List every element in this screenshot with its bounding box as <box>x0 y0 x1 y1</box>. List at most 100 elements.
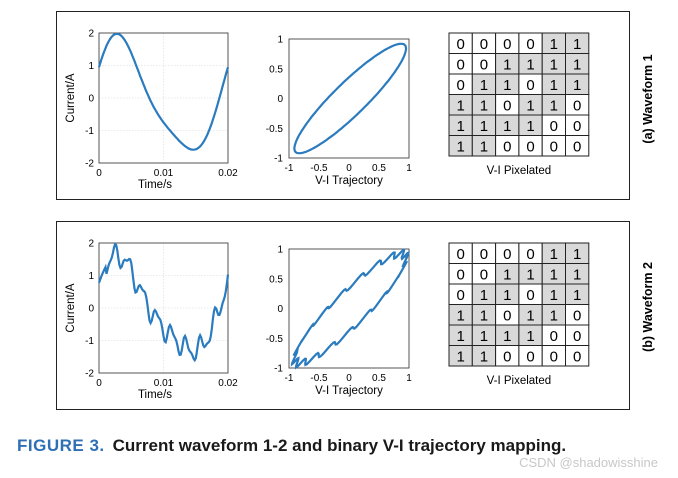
waveform-1-trajectory-ytick: 0 <box>277 94 283 105</box>
waveform-1-trajectory-xlabel: V-I Trajectory <box>315 175 383 187</box>
waveform-2-pixel-value: 0 <box>573 328 581 345</box>
waveform-2-side-label: (b) Waveform 2 <box>641 262 655 352</box>
waveform-2-trajectory-ytick: 0 <box>277 304 283 315</box>
waveform-2-pixel-value: 1 <box>480 328 488 345</box>
waveform-2-waveform-ytick: 2 <box>88 239 94 250</box>
waveform-1-pixel-value: 1 <box>503 56 511 73</box>
waveform-1-pixel-value: 1 <box>503 77 511 94</box>
waveform-2-pixel-value: 0 <box>550 348 558 365</box>
waveform-1-trajectory-ytick: 0.5 <box>269 64 283 75</box>
waveform-2-pixel-value: 1 <box>573 266 581 283</box>
waveform-2-pixel-value: 0 <box>503 348 511 365</box>
waveform-1-pixel-value: 0 <box>503 138 511 155</box>
waveform-1-waveform-xtick: 0.01 <box>154 168 174 179</box>
waveform-1-pixel-value: 0 <box>526 138 534 155</box>
waveform-1-waveform-ytick: 0 <box>88 94 94 105</box>
waveform-2-waveform-ytick: 1 <box>88 271 94 282</box>
waveform-1-waveform-ytick: 1 <box>88 61 94 72</box>
waveform-1-vi-trajectory-curve <box>293 42 408 155</box>
waveform-2-trajectory-ytick: -0.5 <box>266 334 284 345</box>
waveform-1-pixel-value: 0 <box>573 118 581 135</box>
waveform-1-pixel-value: 1 <box>550 36 558 53</box>
waveform-2-pixel-value: 1 <box>480 287 488 304</box>
figure-label: FIGURE 3. <box>17 436 105 455</box>
waveform-2-pixel-value: 0 <box>550 328 558 345</box>
waveform-2-trajectory-ytick: 1 <box>277 245 283 256</box>
waveform-1-pixel-value: 0 <box>573 97 581 114</box>
waveform-1-trajectory-xtick: 0 <box>346 163 352 174</box>
waveform-1-pixel-value: 1 <box>456 138 464 155</box>
waveform-2-pixel-value: 1 <box>550 287 558 304</box>
waveform-2-pixel-value: 1 <box>456 307 464 324</box>
waveform-2-pixel-value: 1 <box>503 328 511 345</box>
waveform-1-pixel-value: 1 <box>503 118 511 135</box>
waveform-2-pixel-value: 0 <box>456 246 464 263</box>
waveform-1-panel: 2 1 0 -1 -2 0 0.01 0.02 Time/s Current/A 1 0.5 0 -0.5… <box>56 11 630 200</box>
waveform-1-waveform-xtick: 0 <box>96 168 102 179</box>
waveform-2-pixel-value: 1 <box>550 246 558 263</box>
waveform-2-waveform-ylabel: Current/A <box>65 283 77 333</box>
waveform-2-pixel-cell <box>565 345 590 367</box>
waveform-1-pixel-value: 0 <box>480 56 488 73</box>
waveform-1-trajectory-xtick: 1 <box>406 163 412 174</box>
waveform-2-pixel-value: 0 <box>526 246 534 263</box>
waveform-1-pixel-value: 1 <box>526 118 534 135</box>
waveform-1-pixel-cell <box>565 135 590 157</box>
waveform-1-pixel-value: 1 <box>526 56 534 73</box>
waveform-1-pixel-value: 0 <box>480 36 488 53</box>
waveform-1-pixel-value: 0 <box>456 56 464 73</box>
waveform-2-pixel-value: 1 <box>550 307 558 324</box>
waveform-1-current-curve <box>97 32 230 151</box>
waveform-1-trajectory-ytick: -0.5 <box>266 124 284 135</box>
waveform-2-trajectory-axes <box>288 248 410 369</box>
waveform-2-pixel-value: 0 <box>573 348 581 365</box>
waveform-2-pixel-value: 0 <box>480 266 488 283</box>
waveform-2-pixel-value: 1 <box>550 266 558 283</box>
waveform-2-waveform-ytick: -1 <box>85 336 94 347</box>
waveform-1-pixel-value: 1 <box>573 56 581 73</box>
waveform-2-pixel-value: 1 <box>456 328 464 345</box>
waveform-2-pixel-value: 1 <box>503 266 511 283</box>
waveform-1-waveform-xtick: 0.02 <box>218 168 238 179</box>
waveform-2-pixel-value: 0 <box>526 287 534 304</box>
waveform-2-pixelated-xlabel: V-I Pixelated <box>487 375 552 387</box>
waveform-2-pixel-value: 1 <box>503 287 511 304</box>
waveform-1-waveform-ylabel: Current/A <box>65 73 77 123</box>
waveform-2-pixel-value: 1 <box>526 307 534 324</box>
waveform-2-trajectory-xtick: 1 <box>406 373 412 384</box>
waveform-1-trajectory-ytick: 1 <box>277 35 283 46</box>
waveform-1-pixel-value: 0 <box>526 36 534 53</box>
waveform-1-pixel-value: 1 <box>550 77 558 94</box>
waveform-1-pixelated-xlabel: V-I Pixelated <box>487 165 552 177</box>
waveform-2-pixel-value: 0 <box>503 307 511 324</box>
waveform-2-trajectory-ytick: -1 <box>274 364 283 375</box>
watermark: CSDN @shadowisshine <box>519 455 658 470</box>
waveform-1-pixel-value: 0 <box>550 118 558 135</box>
waveform-2-pixel-value: 0 <box>573 307 581 324</box>
waveform-1-figure: 210-1-20 0.01 0.02Time/sCurrent/A10.50-0.5… <box>65 29 590 191</box>
waveform-1-pixel-value: 1 <box>456 97 464 114</box>
waveform-2-waveform-ytick: 0 <box>88 304 94 315</box>
waveform-2-pixel-value: 1 <box>573 287 581 304</box>
waveform-1-pixel-value: 1 <box>480 118 488 135</box>
waveform-2-panel: 2 1 0 -1 -2 0 0.01 0.02 Time/s Current/A 1 0.5 0 -0.5… <box>56 221 630 410</box>
waveform-2-pixel-value: 0 <box>456 266 464 283</box>
waveform-1-pixel-value: 0 <box>503 36 511 53</box>
waveform-2-pixel-value: 0 <box>456 287 464 304</box>
waveform-1-waveform-ytick: -1 <box>85 126 94 137</box>
waveform-1-pixel-value: 0 <box>526 77 534 94</box>
waveform-1-pixel-value: 1 <box>550 56 558 73</box>
waveform-1-pixel-value: 1 <box>480 138 488 155</box>
waveform-1-trajectory-xtick: -0.5 <box>310 163 328 174</box>
waveform-2-trajectory-xtick: 0.5 <box>372 373 386 384</box>
waveform-2-pixel-value: 0 <box>503 246 511 263</box>
waveform-2-pixel-value: 1 <box>526 328 534 345</box>
waveform-2-pixel-value: 1 <box>456 348 464 365</box>
waveform-2-waveform-xtick: 0.02 <box>218 378 238 389</box>
waveform-2-pixel-value: 1 <box>480 348 488 365</box>
caption-text: Current waveform 1-2 and binary V-I traj… <box>112 436 567 455</box>
waveform-2-pixel-value: 1 <box>480 307 488 324</box>
waveform-2-pixel-value: 1 <box>526 266 534 283</box>
waveform-1-pixel-value: 0 <box>573 138 581 155</box>
waveform-1-side-label: (a) Waveform 1 <box>641 54 655 144</box>
